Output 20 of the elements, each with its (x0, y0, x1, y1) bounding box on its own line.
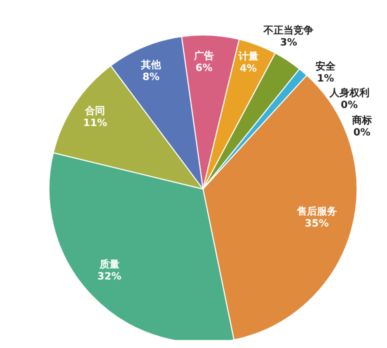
slice-label: 质量 (98, 258, 120, 271)
text: 0% (340, 100, 358, 112)
category-label: 人身权利 (329, 88, 370, 100)
slice-label: 其他 (140, 59, 162, 72)
data-label: 3% (280, 37, 298, 48)
slice-label: 广告 (193, 50, 214, 62)
data-label: 8% (142, 72, 160, 84)
slice-label: 合同 (84, 105, 106, 118)
slice-label: 安全 (316, 60, 337, 73)
data-label: 4% (240, 63, 257, 74)
data-label: 1% (317, 74, 334, 85)
data-label: 11% (83, 118, 108, 130)
slice-label: 不正当竞争 (262, 24, 314, 36)
category-label: 商标 (352, 116, 372, 127)
data-label: 6% (196, 62, 213, 74)
data-label: 32% (97, 272, 122, 283)
slice-label: 计量 (237, 50, 258, 62)
data-label: 35% (304, 218, 329, 230)
text: 0% (353, 128, 370, 139)
slice-label: 售后服务 (296, 206, 337, 218)
